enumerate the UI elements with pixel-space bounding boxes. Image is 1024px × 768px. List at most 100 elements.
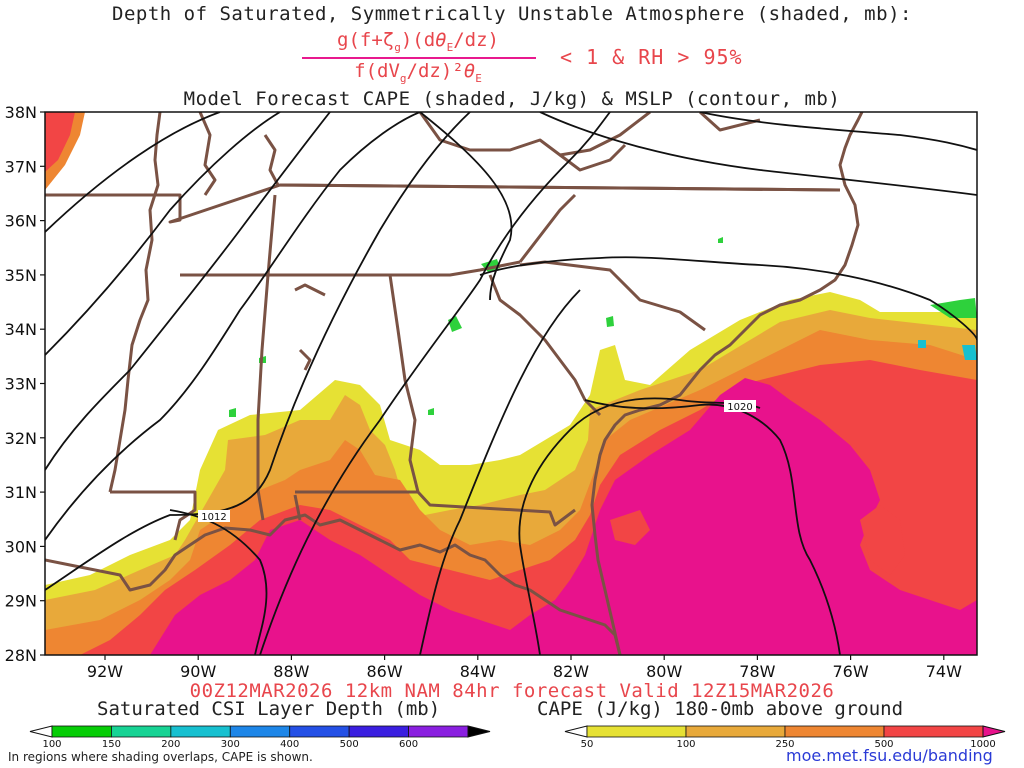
lon-tick-label: 80W — [646, 662, 682, 681]
isobar — [45, 112, 471, 591]
isobar — [539, 112, 977, 196]
cape-500-patch — [610, 510, 650, 545]
colorbar-arrow-left — [564, 725, 588, 738]
cape-250-region — [45, 330, 977, 655]
csi-region — [448, 316, 462, 332]
csi-region — [718, 237, 723, 243]
lat-tick-label: 35N — [5, 266, 37, 285]
colorbar-segment — [289, 725, 350, 738]
colorbar-tick-label: 100 — [42, 739, 61, 750]
cape-colorbar-title: CAPE (J/kg) 180-0mb above ground — [537, 698, 904, 720]
lon-tick-label: 76W — [833, 662, 869, 681]
cape-1000-region — [150, 378, 977, 655]
lon-tick-label: 88W — [273, 662, 309, 681]
map-frame — [44, 111, 978, 656]
csi-region — [962, 345, 977, 360]
atlantic-coastline — [590, 112, 864, 655]
inland-lake — [294, 283, 326, 297]
inland-river — [298, 348, 312, 371]
formula-numerator: g(f+ζg)(dθE/dz) — [337, 29, 499, 54]
isobar-label-text: 1020 — [727, 402, 752, 413]
isobar — [45, 112, 281, 356]
border-tn-south — [180, 260, 521, 277]
isobar — [479, 256, 977, 341]
border-al-ga — [388, 274, 420, 493]
isobar — [518, 397, 761, 655]
longitude-axis: 92W 90W 88W 86W 84W 82W 80W 78W 76W 74W — [87, 655, 962, 681]
lat-tick-label: 34N — [5, 320, 37, 339]
colorbar-tick-label: 200 — [161, 739, 180, 750]
colorbar-arrow-right — [467, 725, 491, 738]
csi-region — [428, 408, 434, 415]
isobar — [45, 112, 221, 233]
csi-region — [229, 408, 236, 417]
colorbar-segment — [229, 725, 291, 738]
border-tn-ky — [45, 183, 841, 224]
border-ky-va — [418, 112, 651, 157]
border-al-fl — [293, 490, 418, 521]
lon-tick-label: 92W — [87, 662, 123, 681]
formula-fraction-bar — [302, 57, 536, 59]
colorbar-segment — [51, 725, 112, 738]
cape-500-patch — [860, 505, 905, 575]
website-link[interactable]: moe.met.fsu.edu/banding — [786, 746, 993, 765]
border-md — [698, 112, 761, 132]
isobar — [699, 112, 977, 151]
lat-tick-label: 33N — [5, 375, 37, 394]
shading-layer: 1012 1020 — [45, 112, 977, 655]
lat-tick-label: 28N — [5, 646, 37, 665]
isobar-label-text: 1012 — [201, 512, 226, 523]
colorbar-segment — [784, 725, 885, 738]
lon-tick-label: 82W — [553, 662, 589, 681]
cape-50-region — [45, 292, 977, 655]
colorbar-segment — [348, 725, 409, 738]
lat-tick-label: 31N — [5, 483, 37, 502]
border-la-ms-south — [110, 490, 197, 541]
cape-100-region — [45, 310, 977, 655]
isobar — [419, 289, 581, 655]
lon-tick-label: 86W — [367, 662, 403, 681]
border-ga-sc — [488, 274, 602, 417]
colorbar-segment — [111, 725, 172, 738]
lon-tick-label: 74W — [926, 662, 962, 681]
colorbar-segment — [170, 725, 231, 738]
lat-tick-label: 32N — [5, 429, 37, 448]
formula-denominator: f(dVg/dz)²θE — [354, 60, 482, 85]
colorbar-tick-label: 150 — [102, 739, 121, 750]
border-ms-al — [256, 194, 277, 521]
csi-region — [606, 316, 614, 327]
border-ky-wv — [198, 112, 217, 196]
csi-region — [259, 356, 266, 363]
political-borders — [45, 112, 864, 655]
lon-tick-label: 90W — [180, 662, 216, 681]
lat-tick-label: 37N — [5, 157, 37, 176]
colorbar-segment — [408, 725, 469, 738]
title-line1: Depth of Saturated, Symmetrically Unstab… — [112, 3, 912, 25]
border-nc-sc — [519, 260, 706, 332]
isobar — [45, 112, 331, 471]
cape-corner-region — [45, 112, 75, 172]
colorbar-segment — [685, 725, 786, 738]
isobar — [259, 112, 611, 655]
isobar-1020 — [584, 399, 841, 655]
csi-colorbar: 100 150 200 300 400 500 600 — [29, 725, 491, 750]
lat-tick-label: 30N — [5, 537, 37, 556]
formula-condition: < 1 & RH > 95% — [560, 45, 743, 69]
colorbar-tick-label: 600 — [399, 739, 418, 750]
cape-corner-region — [45, 112, 85, 190]
isobar — [45, 112, 421, 541]
csi-colorbar-title: Saturated CSI Layer Depth (mb) — [97, 698, 441, 720]
lon-tick-label: 84W — [460, 662, 496, 681]
csi-region — [481, 259, 500, 272]
title-line3: Model Forecast CAPE (shaded, J/kg) & MSL… — [183, 88, 841, 110]
colorbar-tick-label: 100 — [676, 739, 695, 750]
lat-tick-label: 36N — [5, 212, 37, 231]
isobar-1012 — [169, 509, 268, 655]
colorbar-tick-label: 50 — [581, 739, 594, 750]
isobars — [45, 112, 977, 655]
isobar — [419, 112, 513, 301]
border-va-nc — [279, 183, 841, 263]
lat-tick-label: 29N — [5, 592, 37, 611]
